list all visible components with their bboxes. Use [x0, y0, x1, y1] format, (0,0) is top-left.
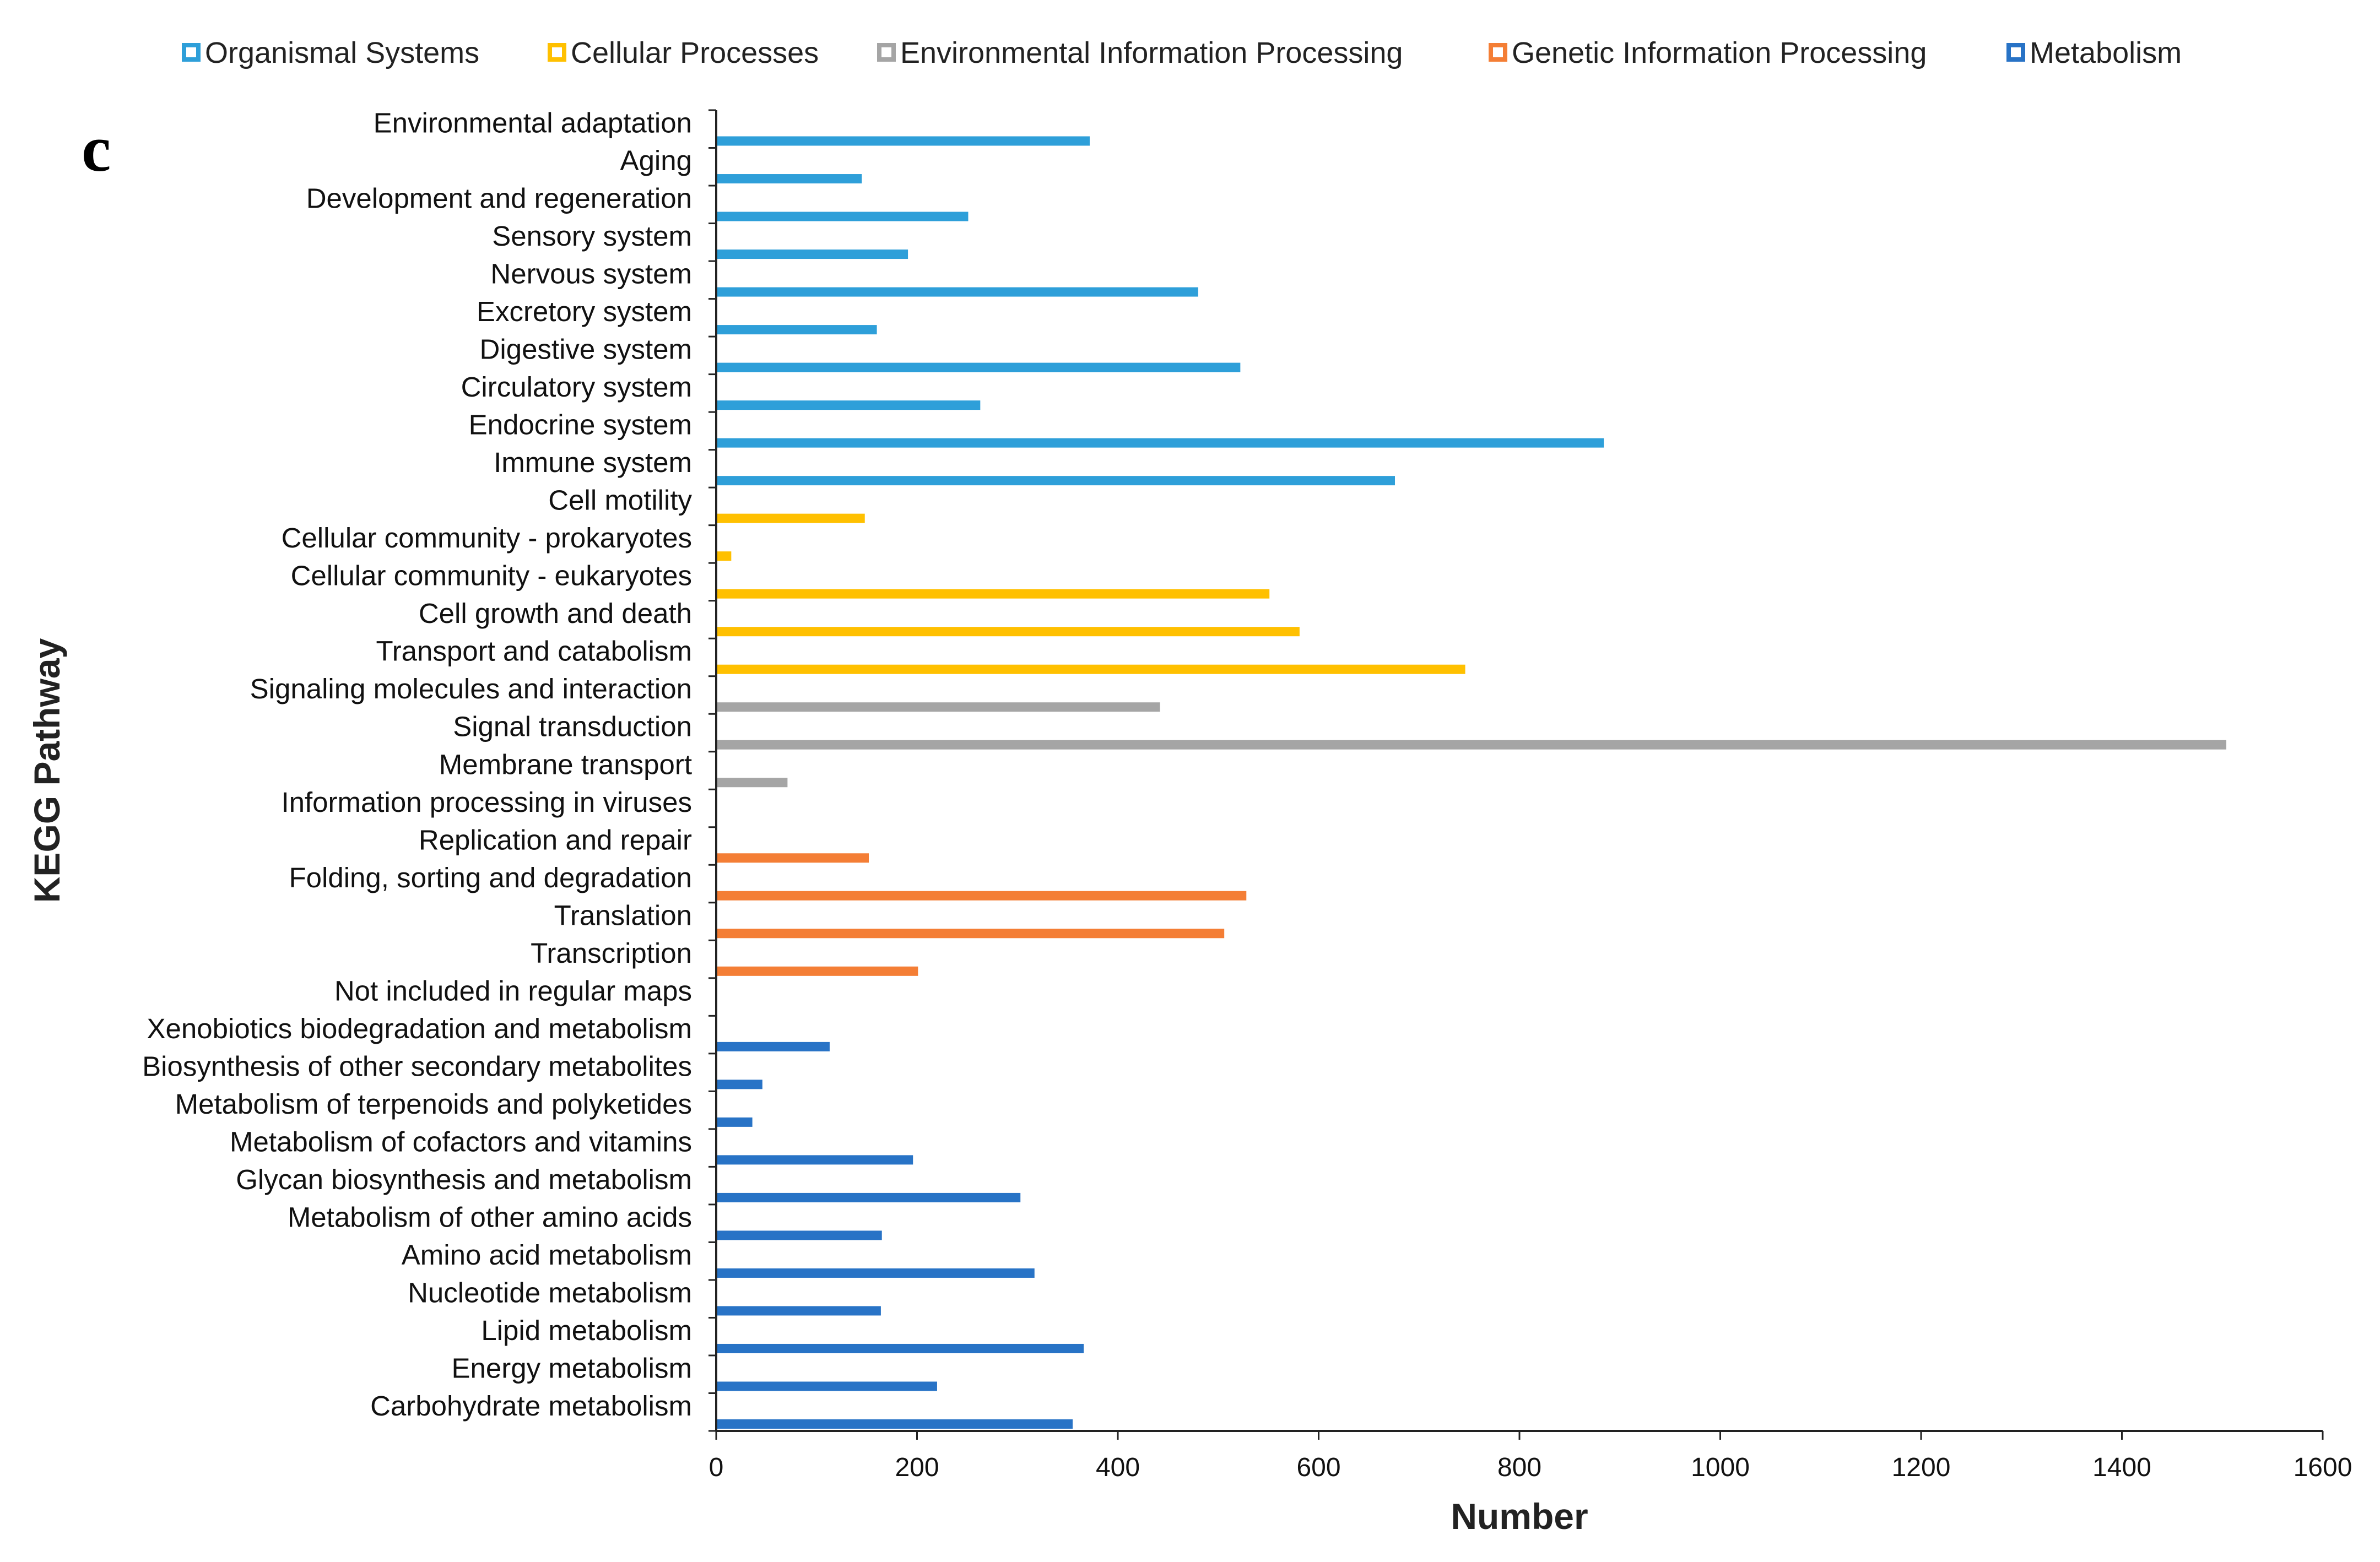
bar — [716, 966, 918, 976]
bar — [716, 250, 908, 259]
x-tick-label: 1400 — [2092, 1453, 2151, 1482]
legend-label: Genetic Information Processing — [1512, 36, 1927, 69]
legend-label: Organismal Systems — [205, 36, 479, 69]
category-label: Cellular community - eukaryotes — [291, 560, 692, 592]
x-tick-label: 800 — [1497, 1453, 1541, 1482]
bar — [716, 740, 2227, 750]
legend-swatch — [1489, 43, 1507, 62]
category-label: Excretory system — [477, 296, 692, 327]
legend-label: Metabolism — [2030, 36, 2182, 69]
category-label: Carbohydrate metabolism — [370, 1390, 692, 1422]
legend-label: Environmental Information Processing — [900, 36, 1403, 69]
bar — [716, 589, 1270, 599]
bar — [716, 1343, 1084, 1353]
category-label: Glycan biosynthesis and metabolism — [236, 1164, 692, 1195]
bar — [716, 551, 732, 561]
legend-swatch — [877, 43, 896, 62]
x-tick-label: 1600 — [2294, 1453, 2352, 1482]
bar — [716, 664, 1465, 674]
category-label: Cellular community - prokaryotes — [282, 522, 692, 554]
bar — [716, 929, 1225, 939]
category-label: Nervous system — [490, 258, 692, 290]
category-label: Biosynthesis of other secondary metaboli… — [142, 1050, 692, 1082]
category-label: Cell growth and death — [419, 598, 692, 629]
category-label: Cell motility — [548, 485, 692, 516]
bar — [716, 174, 862, 184]
category-label: Amino acid metabolism — [402, 1239, 692, 1271]
bar — [716, 1230, 882, 1240]
category-label: Xenobiotics biodegradation and metabolis… — [147, 1013, 692, 1044]
x-tick-label: 200 — [895, 1453, 939, 1482]
category-label: Digestive system — [480, 334, 692, 365]
y-axis-title: KEGG Pathway — [26, 638, 67, 903]
legend-swatch — [548, 43, 566, 62]
bar — [716, 1419, 1073, 1429]
bar — [716, 1268, 1035, 1278]
category-label: Development and regeneration — [306, 183, 692, 214]
bar — [716, 287, 1198, 297]
x-tick-label: 1000 — [1691, 1453, 1750, 1482]
category-label: Environmental adaptation — [374, 107, 692, 139]
bar — [716, 1155, 913, 1165]
x-tick-label: 400 — [1096, 1453, 1140, 1482]
bar — [716, 1117, 753, 1127]
category-label: Immune system — [494, 447, 692, 478]
x-tick-label: 0 — [709, 1453, 724, 1482]
category-label: Signaling molecules and interaction — [250, 673, 692, 704]
bar — [716, 702, 1160, 712]
category-label: Metabolism of other amino acids — [288, 1201, 692, 1233]
bar — [716, 1306, 881, 1316]
bar — [716, 1381, 937, 1391]
bar — [716, 1042, 830, 1051]
category-label: Nucleotide metabolism — [408, 1277, 692, 1308]
category-label: Membrane transport — [439, 749, 692, 780]
legend: Organismal Systems Cellular Processes Envi… — [182, 36, 2182, 69]
category-label: Metabolism of terpenoids and polyketides — [175, 1088, 692, 1120]
category-label: Translation — [554, 899, 692, 931]
category-label: Transport and catabolism — [376, 636, 692, 667]
category-label: Signal transduction — [453, 711, 692, 742]
bar — [716, 400, 981, 410]
bar — [716, 438, 1604, 448]
legend-swatch — [182, 43, 201, 62]
category-label: Aging — [620, 145, 692, 176]
category-label: Folding, sorting and degradation — [289, 862, 692, 893]
category-label: Replication and repair — [419, 824, 692, 855]
category-label: Lipid metabolism — [481, 1315, 692, 1346]
category-label: Transcription — [531, 937, 692, 969]
bar — [716, 627, 1300, 637]
legend-label: Cellular Processes — [571, 36, 819, 69]
category-label: Information processing in viruses — [281, 787, 692, 818]
bar — [716, 778, 788, 788]
bar — [716, 362, 1241, 372]
axes — [708, 109, 2323, 1432]
bar — [716, 1192, 1021, 1202]
bar — [716, 853, 869, 863]
x-tick-label: 600 — [1296, 1453, 1340, 1482]
category-label: Sensory system — [492, 220, 692, 252]
bar — [716, 891, 1247, 901]
category-label: Endocrine system — [469, 409, 692, 441]
bar — [716, 476, 1395, 486]
bar — [716, 1080, 762, 1089]
x-tick-label: 1200 — [1892, 1453, 1951, 1482]
bar — [716, 136, 1090, 146]
legend-swatch — [2006, 43, 2025, 62]
x-ticks: 0 200 400 600 800 1000 1200 1400 1600 — [709, 1431, 2352, 1482]
category-label: Energy metabolism — [451, 1352, 692, 1384]
bar — [716, 211, 969, 221]
bars — [716, 136, 2227, 1429]
bar — [716, 325, 877, 335]
category-label: Not included in regular maps — [334, 975, 692, 1006]
category-label: Circulatory system — [461, 371, 692, 403]
x-axis-title: Number — [1451, 1496, 1588, 1537]
category-label: Metabolism of cofactors and vitamins — [230, 1126, 692, 1157]
category-labels: Environmental adaptation Aging Development… — [142, 107, 692, 1422]
panel-letter: c — [82, 112, 111, 185]
bar — [716, 513, 865, 523]
